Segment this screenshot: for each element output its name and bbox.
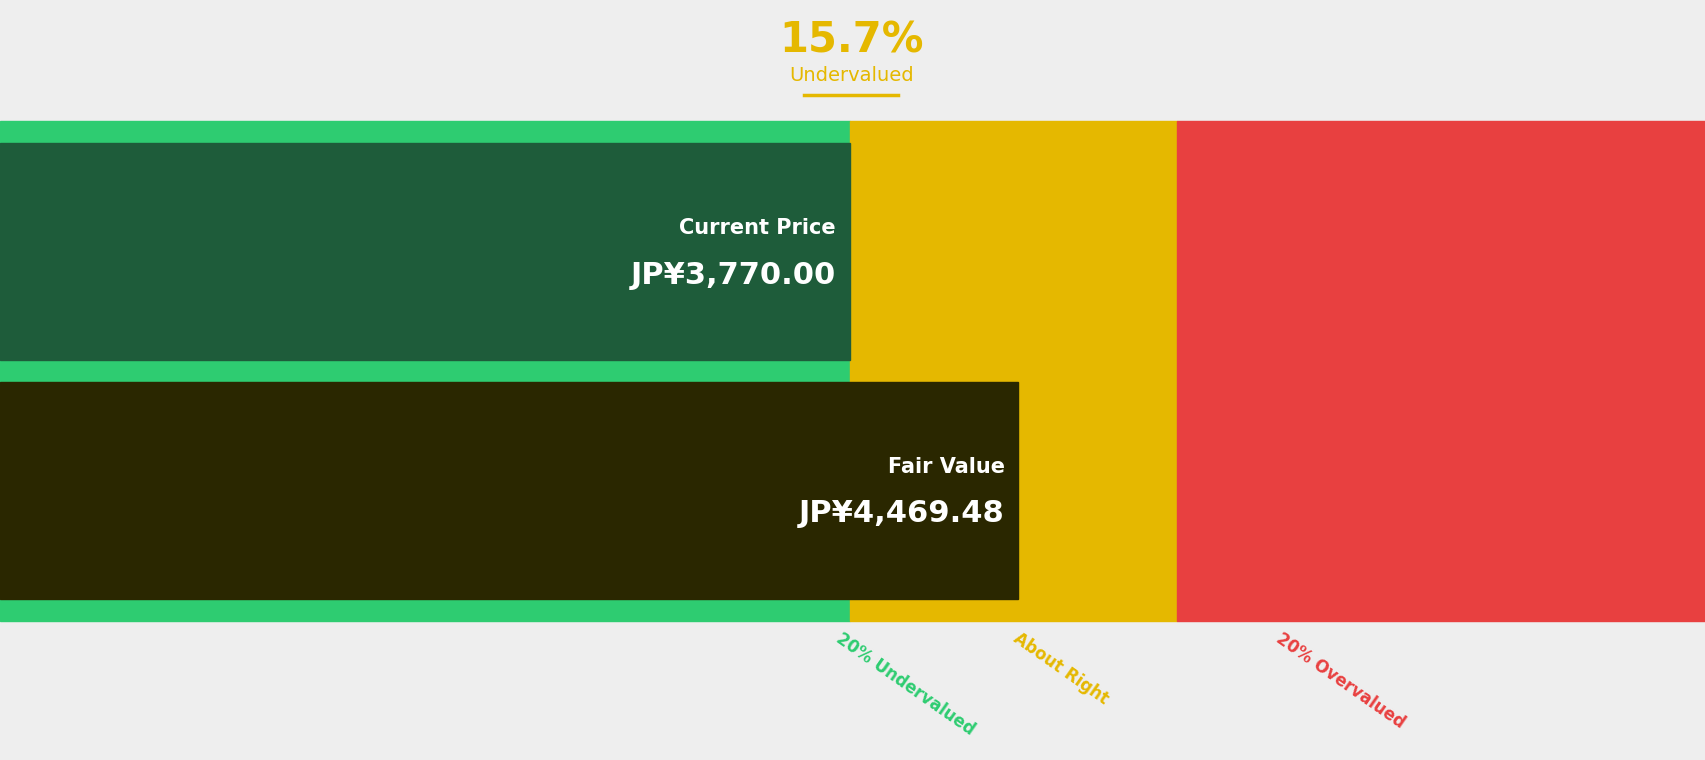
Text: 20% Overvalued: 20% Overvalued (1272, 629, 1407, 732)
Text: JP¥3,770.00: JP¥3,770.00 (631, 261, 835, 290)
Text: About Right: About Right (1009, 629, 1112, 708)
Bar (0, 382, 1018, 599)
Bar (1176, 121, 1705, 621)
Bar (0, 121, 849, 621)
Text: JP¥4,469.48: JP¥4,469.48 (798, 499, 1004, 528)
Text: Undervalued: Undervalued (788, 66, 914, 85)
Bar (0, 143, 849, 359)
Text: Fair Value: Fair Value (887, 457, 1004, 477)
Text: 20% Undervalued: 20% Undervalued (832, 629, 977, 739)
Text: 15.7%: 15.7% (779, 20, 922, 62)
Text: Current Price: Current Price (679, 218, 835, 238)
Bar (849, 121, 1176, 621)
